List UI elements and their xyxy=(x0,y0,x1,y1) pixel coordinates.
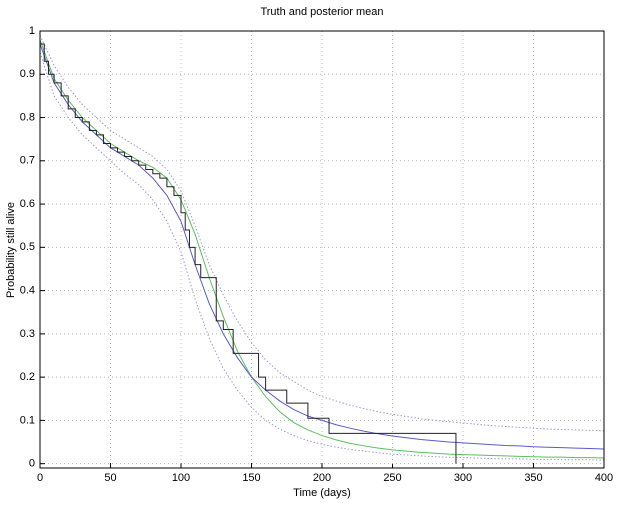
plot-frame xyxy=(39,30,605,469)
series-line xyxy=(39,39,605,459)
y-tick-label: 0.4 xyxy=(20,285,35,297)
x-tick-label: 400 xyxy=(595,472,613,484)
y-tick-label: 0.2 xyxy=(20,371,35,383)
y-tick-label: 0 xyxy=(29,458,35,470)
y-tick-label: 0.9 xyxy=(20,68,35,80)
y-tick-label: 1 xyxy=(29,25,35,37)
series-line xyxy=(39,43,605,450)
step-line xyxy=(40,43,457,464)
band-line xyxy=(39,35,605,432)
x-tick-label: 0 xyxy=(37,472,43,484)
chart-title: Truth and posterior mean xyxy=(260,6,383,18)
y-tick-label: 0.5 xyxy=(20,241,35,253)
x-tick-label: 250 xyxy=(383,472,401,484)
plot-area xyxy=(40,31,604,468)
x-tick-label: 300 xyxy=(454,472,472,484)
x-tick-label: 50 xyxy=(104,472,116,484)
x-tick-label: 150 xyxy=(242,472,260,484)
y-tick-label: 0.8 xyxy=(20,111,35,123)
x-tick-label: 100 xyxy=(172,472,190,484)
x-tick-label: 350 xyxy=(524,472,542,484)
x-tick-label: 200 xyxy=(313,472,331,484)
x-axis-label: Time (days) xyxy=(293,487,351,499)
y-tick-label: 0.3 xyxy=(20,328,35,340)
y-tick-label: 0.6 xyxy=(20,198,35,210)
y-axis-label: Probability still alive xyxy=(5,202,17,298)
y-tick-label: 0.7 xyxy=(20,155,35,167)
y-tick-label: 0.1 xyxy=(20,414,35,426)
